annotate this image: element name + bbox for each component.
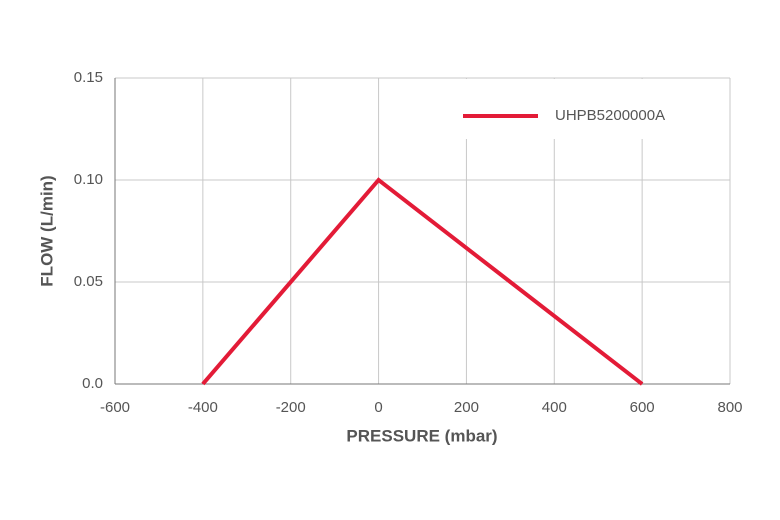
x-tick-label: 400 xyxy=(542,399,567,416)
legend-label: UHPB5200000A xyxy=(555,107,665,124)
x-axis-title: PRESSURE (mbar) xyxy=(346,426,497,445)
y-tick-label: 0.0 xyxy=(82,375,103,392)
y-tick-label: 0.15 xyxy=(74,69,103,86)
x-tick-label: 200 xyxy=(454,399,479,416)
series-line xyxy=(201,177,644,386)
y-tick-label: 0.05 xyxy=(74,273,103,290)
x-tick-label: 800 xyxy=(717,399,742,416)
x-tick-label: 0 xyxy=(374,399,382,416)
x-tick-label: -400 xyxy=(188,399,218,416)
x-tick-label: -200 xyxy=(276,399,306,416)
y-axis-title: FLOW (L/min) xyxy=(37,175,56,286)
x-tick-label: -600 xyxy=(100,399,130,416)
y-tick-label: 0.10 xyxy=(74,171,103,188)
x-tick-label: 600 xyxy=(630,399,655,416)
legend-background xyxy=(425,79,729,139)
